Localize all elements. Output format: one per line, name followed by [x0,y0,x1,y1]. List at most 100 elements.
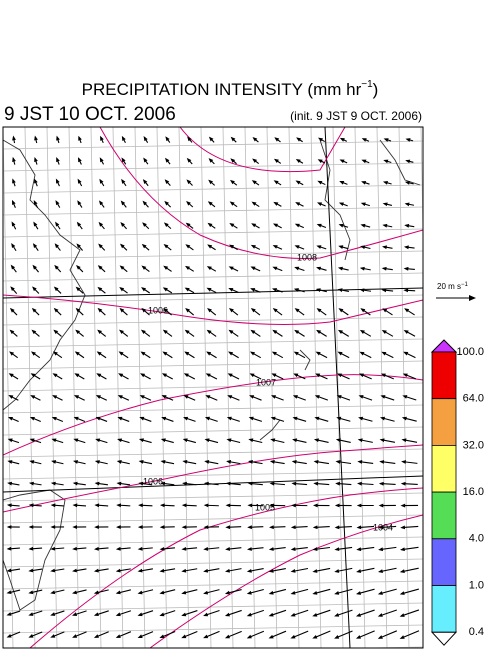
wind-arrow [360,330,371,336]
grid-line [157,127,167,648]
wind-arrow [11,265,17,273]
grid-line [3,251,423,259]
wind-arrow [250,267,260,271]
wind-arrow [335,482,351,486]
wind-arrow [378,610,397,617]
wind-arrow [29,525,42,529]
wind-arrow [138,611,153,616]
wind-arrow [207,330,217,337]
wind-arrow [357,460,373,464]
arrow-head [294,330,299,334]
arrow-head [138,634,143,638]
arrow-head [401,438,406,442]
wind-arrow [138,525,153,529]
wind-arrow [335,460,351,464]
wind-arrow [50,590,64,594]
arrow-head [382,224,387,228]
wind-arrow [252,137,258,142]
wind-arrow [164,244,172,250]
valid-time: 9 JST 10 OCT. 2006 [4,104,176,125]
wind-arrow [138,590,153,595]
wind-arrow [314,438,329,442]
wind-arrow [116,632,131,638]
wind-arrow [32,265,38,272]
arrow-head [362,138,367,142]
wind-arrow [291,547,308,551]
wind-arrow [95,482,108,486]
arrow-head [334,635,339,639]
arrow-head [163,266,168,270]
arrow-head [204,482,209,486]
arrow-head [379,482,384,486]
wind-arrow [34,200,38,208]
wind-arrow [162,351,172,357]
wind-arrow [12,200,16,208]
arrow-head [7,460,12,464]
wind-arrow [340,159,348,163]
wind-arrow [203,590,219,595]
wind-arrow [94,611,109,616]
wind-arrow [97,287,105,293]
arrow-head [334,613,339,617]
wind-arrow [252,180,259,185]
arrow-head [378,613,383,617]
wind-arrow [185,266,194,271]
wind-arrow [317,202,326,206]
wind-arrow [72,590,87,594]
wind-arrow [56,136,60,143]
arrow-head [138,569,143,573]
grid-line [3,559,423,567]
wind-arrow [165,158,170,164]
wind-arrow [116,482,130,486]
wind-arrow [360,267,371,271]
wind-arrow [291,568,308,572]
arrow-head [382,267,387,271]
wind-arrow [97,330,106,337]
vector-legend-text: 20 m s [437,282,461,291]
wind-arrow [164,201,170,207]
arrow-head [139,438,144,442]
wind-arrow [229,266,238,271]
wind-arrow [7,525,20,529]
wind-arrow [251,308,260,315]
wind-arrow [248,438,262,442]
wind-arrow [138,503,152,507]
wind-arrow [272,267,282,271]
wind-arrow [32,308,39,315]
arrow-head [291,504,296,508]
arrow-head [272,330,277,334]
wind-arrow [247,589,264,594]
wind-arrow [165,179,171,185]
arrow-head [356,547,361,551]
arrow-head [400,525,405,529]
arrow-head [274,180,279,184]
wind-arrow [203,611,219,617]
wind-arrow [52,395,62,400]
wind-arrow [270,438,284,442]
wind-arrow [313,525,330,529]
wind-arrow [247,547,264,551]
grid-line [3,273,423,281]
wind-arrow [141,330,150,337]
arrow-head [249,417,254,421]
wind-arrow [294,267,304,271]
wind-arrow [185,308,194,315]
wind-arrow [141,287,150,293]
wind-arrow [379,482,396,486]
wind-arrow [359,352,371,358]
wind-arrow [7,503,20,507]
wind-arrow [52,373,62,379]
arrow-head [247,503,252,507]
arrow-head [356,591,361,595]
arrow-head [383,202,388,206]
grid-line [3,229,423,237]
wind-arrow [228,288,238,292]
wind-arrow [312,568,330,572]
wind-arrow [139,460,152,464]
arrow-head [291,569,296,573]
arrow-head [316,330,321,334]
title-superscript: −1 [361,79,373,90]
arrow-head [339,181,344,185]
wind-arrow [28,569,42,573]
arrow-head [312,613,317,617]
